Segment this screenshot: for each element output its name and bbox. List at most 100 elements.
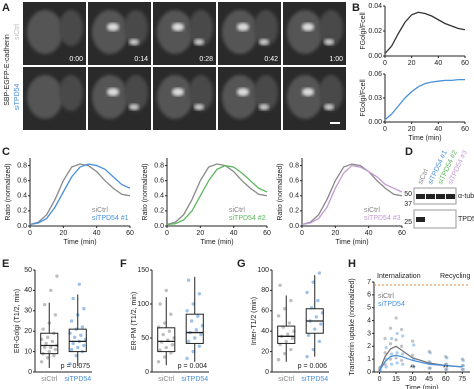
data-point: [42, 302, 47, 307]
x-tick-label: 75: [458, 376, 466, 383]
data-point: [401, 334, 405, 338]
x-tick-label: 45: [425, 376, 433, 383]
y-tick-label: 0.6: [17, 178, 27, 185]
x-tick-label: 60: [398, 230, 406, 237]
data-point: [401, 352, 405, 356]
data-point: [80, 325, 85, 329]
x-tick-label: siCtrl: [41, 376, 57, 383]
y-tick-label: 0.0: [17, 223, 27, 230]
data-point: [427, 366, 431, 370]
data-point: [445, 367, 449, 372]
data-point: [197, 292, 202, 296]
data-point: [41, 327, 45, 331]
y-tick-label: 0: [367, 369, 371, 376]
data-point: [169, 312, 173, 316]
data-point: [167, 329, 172, 333]
x-tick-label: 0: [165, 230, 169, 237]
box: [68, 328, 87, 353]
data-point: [163, 355, 167, 359]
series-line: [166, 164, 268, 226]
data-point: [53, 347, 58, 352]
y-axis-label: Ratio (normalized): [277, 163, 284, 220]
data-point: [390, 352, 394, 356]
cell: [287, 75, 323, 119]
y-tick-label: 0: [28, 369, 32, 376]
y-tick-label: 0.6: [289, 178, 299, 185]
data-point: [384, 345, 388, 350]
panel-label: B: [352, 2, 360, 14]
cell: [92, 75, 128, 119]
cell: [254, 75, 278, 111]
data-point: [161, 332, 165, 337]
data-point: [158, 348, 162, 352]
data-point: [50, 339, 55, 344]
data-point: [311, 347, 315, 352]
series-line: [301, 163, 403, 226]
panel-label: E: [2, 258, 9, 270]
series-line: [378, 354, 463, 372]
cell: [319, 10, 343, 46]
data-point: [444, 354, 448, 359]
cell: [59, 10, 83, 46]
data-point: [76, 345, 80, 350]
y-tick-label: 0: [265, 369, 269, 376]
cell: [157, 10, 193, 54]
data-point: [317, 271, 322, 275]
data-point: [186, 278, 191, 282]
golgi: [172, 88, 184, 96]
row-label: siTPD54: [14, 83, 21, 110]
x-tick-label: 60: [461, 60, 469, 67]
data-point: [388, 357, 393, 361]
data-point: [82, 343, 86, 348]
data-point: [427, 349, 431, 354]
y-tick-label: 10: [24, 348, 32, 355]
chart: 0.00 0.02 0.04 0 20 40 60 FGolgi/Fcell: [360, 3, 469, 67]
data-point: [283, 307, 287, 311]
panel-label: F: [120, 258, 127, 270]
chart: 0 20 40 60 80 100 Inter-T1/2 (min) siCtrl siTPD5…: [251, 267, 329, 383]
chart: 0.0 0.2 0.4 0.6 0.8 0 20 40 60 Time (min) Ratio (n…: [277, 158, 406, 246]
chart: 0.0 0.2 0.4 0.6 0.8 0 20 40 60 Time (min) Ratio (n…: [142, 158, 271, 246]
data-point: [77, 282, 81, 286]
x-axis-label: Time (min): [200, 239, 233, 246]
data-point: [395, 361, 399, 365]
data-point: [284, 339, 288, 344]
data-point: [193, 336, 197, 340]
timestamp: 0:28: [199, 56, 213, 63]
mw-marker: 25: [404, 219, 412, 226]
data-point: [394, 316, 398, 320]
x-tick-label: 40: [230, 230, 238, 237]
box: [277, 325, 296, 344]
cell: [222, 75, 258, 119]
legend-label: siTPD54: [378, 301, 405, 308]
band: [416, 217, 425, 222]
data-point: [388, 326, 393, 330]
p-value: p = 0.075: [61, 363, 90, 370]
cell: [92, 10, 128, 54]
data-point: [319, 322, 323, 326]
data-point: [189, 319, 194, 323]
cell: [59, 75, 83, 111]
y-tick-label: 2: [367, 343, 371, 350]
y-axis-label: Transferrin uptake (normalized): [349, 278, 356, 375]
x-tick-label: 20: [331, 230, 339, 237]
data-point: [383, 336, 387, 341]
data-point: [394, 356, 398, 360]
legend-label: siTPD54 #3: [364, 215, 401, 222]
panel-label: G: [237, 258, 246, 270]
y-tick-label: 0.8: [289, 162, 299, 169]
box: [40, 332, 59, 355]
data-point: [68, 362, 72, 366]
cell: [189, 75, 213, 111]
cell: [157, 75, 193, 119]
y-axis-label: FGolgi/Fcell: [360, 12, 367, 50]
data-point: [164, 345, 168, 350]
data-point: [411, 339, 415, 343]
x-axis-label: Time (min): [405, 385, 438, 389]
y-axis-label: ER-PM (T1/2, min): [131, 292, 138, 350]
data-point: [412, 365, 416, 369]
data-point: [276, 314, 281, 318]
cell: [189, 10, 213, 46]
cell: [124, 10, 148, 46]
y-tick-label: 0.4: [17, 193, 27, 200]
